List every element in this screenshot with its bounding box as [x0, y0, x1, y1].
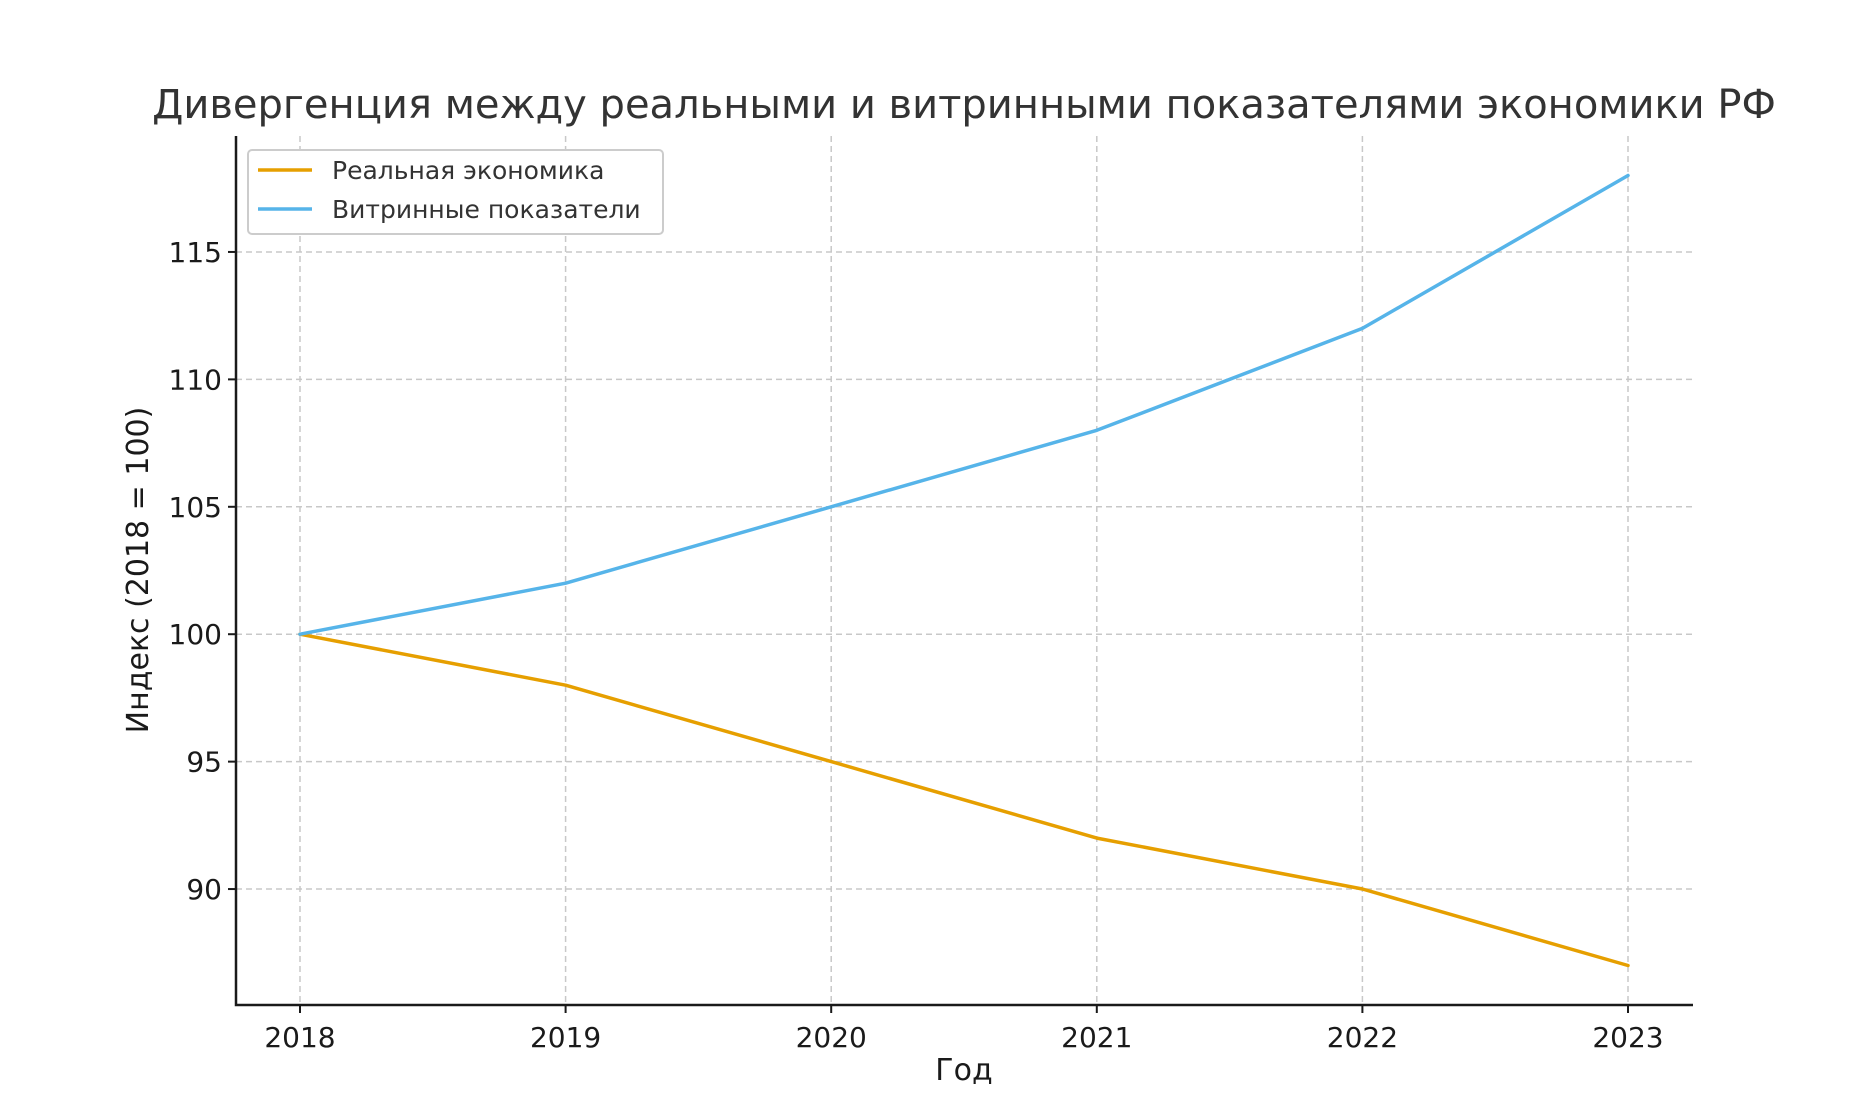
x-tick-label: 2021: [1061, 1021, 1132, 1054]
series-line-showcase-indicators: [298, 173, 1630, 636]
legend: Реальная экономика Витринные показатели: [247, 149, 664, 235]
x-tick-label: 2020: [796, 1021, 867, 1054]
series-lines: [298, 173, 1630, 968]
x-axis-label: Год: [935, 1053, 992, 1088]
legend-frame: [247, 149, 664, 235]
x-tick-label: 2023: [1592, 1021, 1663, 1054]
y-axis-label: Индекс (2018 = 100): [121, 407, 156, 734]
legend-label-showcase-indicators: Витринные показатели: [332, 195, 641, 224]
y-axis-ticks: 90 95 100 105 110 115: [169, 236, 236, 906]
x-axis-ticks: 2018 2019 2020 2021 2022 2023: [264, 1005, 1664, 1054]
y-tick-label: 95: [186, 746, 222, 779]
y-tick-label: 90: [186, 873, 222, 906]
y-tick-label: 115: [169, 236, 222, 269]
legend-label-real-economy: Реальная экономика: [332, 156, 604, 185]
grid: [236, 136, 1693, 1005]
series-line-real-economy: [298, 632, 1630, 968]
x-tick-label: 2018: [264, 1021, 335, 1054]
axes-spines: [234, 136, 1693, 1007]
y-tick-label: 105: [169, 491, 222, 524]
y-tick-label: 100: [169, 618, 222, 651]
x-tick-label: 2022: [1327, 1021, 1398, 1054]
x-tick-label: 2019: [530, 1021, 601, 1054]
chart-title: Дивергенция между реальными и витринными…: [152, 82, 1776, 128]
y-tick-label: 110: [169, 363, 222, 396]
